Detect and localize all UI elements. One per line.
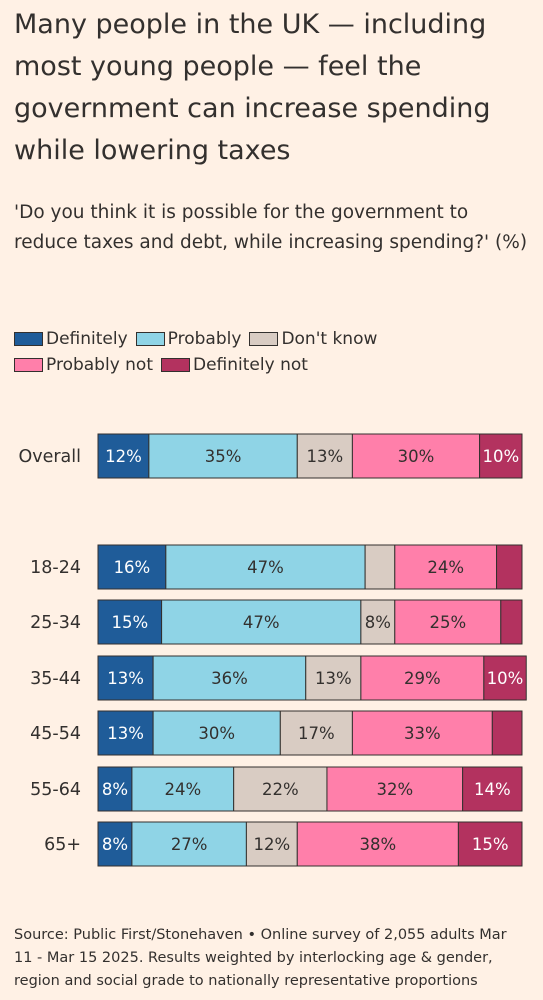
chart-subtitle: 'Do you think it is possible for the gov… (14, 202, 528, 253)
bar-segment (233, 766, 328, 812)
data-label: 30% (398, 447, 435, 466)
bar-segment (462, 766, 523, 812)
bar-segment (500, 599, 523, 645)
legend-item: Probably not (14, 352, 153, 378)
data-label: 36% (211, 669, 248, 688)
data-label: 29% (404, 669, 441, 688)
data-label: 8% (365, 613, 391, 632)
legend-label: Definitely (46, 329, 128, 349)
data-label: 16% (114, 558, 151, 577)
legend-swatch (14, 332, 43, 346)
data-label: 13% (107, 669, 144, 688)
bar-segment (148, 433, 298, 479)
bar-segment (97, 710, 154, 756)
legend-swatch (135, 332, 165, 346)
chart-legend: Definitely Probably Don't know Probably not… (14, 326, 474, 378)
data-label: 47% (247, 558, 284, 577)
data-label: 35% (205, 447, 242, 466)
legend-swatch (249, 332, 279, 346)
category-label: 55-64 (30, 780, 81, 800)
bar-segment (351, 433, 481, 479)
category-label: 45-54 (30, 724, 81, 744)
data-label: 12% (105, 447, 142, 466)
data-label: 15% (111, 613, 148, 632)
legend-item: Definitely (14, 326, 128, 352)
chart-title: Many people in the UK — including most y… (14, 9, 491, 166)
legend-label: Probably not (46, 355, 153, 375)
data-label: 13% (107, 724, 144, 743)
data-label: 25% (429, 613, 466, 632)
data-label: 10% (487, 669, 524, 688)
data-label: 8% (102, 835, 128, 854)
category-label: 25-34 (30, 613, 81, 633)
category-label: 35-44 (30, 669, 81, 689)
data-label: 22% (262, 780, 299, 799)
data-label: 30% (198, 724, 235, 743)
bar-segment (360, 599, 396, 645)
data-label: 10% (482, 447, 519, 466)
data-label: 24% (164, 780, 201, 799)
bar-segment (161, 599, 362, 645)
data-label: 12% (253, 835, 290, 854)
bar-segment (97, 821, 133, 867)
legend-item: Don't know (249, 326, 377, 352)
bar-segment (152, 710, 281, 756)
data-label: 24% (427, 558, 464, 577)
data-label: 38% (359, 835, 396, 854)
bar-segment (131, 766, 235, 812)
data-label: 13% (306, 447, 343, 466)
data-label: 13% (315, 669, 352, 688)
legend-item: Definitely not (161, 352, 308, 378)
chart-source: Source: Public First/Stonehaven • Online… (14, 927, 507, 989)
bar-segment (296, 821, 459, 867)
legend-item: Probably (135, 326, 242, 352)
data-label: 33% (404, 724, 441, 743)
bar-segment (97, 433, 150, 479)
data-label: 27% (171, 835, 208, 854)
category-label: 18-24 (30, 558, 81, 578)
category-label: 65+ (44, 835, 81, 855)
bar-segment (131, 821, 247, 867)
bar-segment (479, 433, 523, 479)
legend-swatch (161, 358, 190, 372)
bar-segment (152, 655, 307, 701)
data-label: 15% (472, 835, 509, 854)
bar-segment (97, 766, 133, 812)
bar-segment (97, 544, 167, 590)
bar-segment (360, 655, 485, 701)
bar-segment (491, 710, 523, 756)
bar-segment (296, 433, 353, 479)
data-label: 32% (376, 780, 413, 799)
legend-swatch (14, 358, 43, 372)
legend-label: Definitely not (193, 355, 308, 375)
category-label: Overall (18, 447, 81, 467)
bar-segment (394, 599, 502, 645)
stacked-bar-chart: Overall 12% 35% 13% 30% 10% 18-24 16% 47% 24% 25-3… (18, 433, 527, 867)
bar-segment (279, 710, 353, 756)
data-label: 47% (243, 613, 280, 632)
bar-segment (245, 821, 298, 867)
data-label: 8% (102, 780, 128, 799)
legend-label: Don't know (281, 329, 378, 349)
data-label: 14% (474, 780, 511, 799)
bar-segment (364, 544, 396, 590)
bar-segment (496, 544, 523, 590)
bar-segment (351, 710, 493, 756)
bar-segment (457, 821, 523, 867)
legend-label: Probably (167, 329, 242, 349)
data-label: 17% (298, 724, 335, 743)
bar-segment (97, 655, 154, 701)
bar-segment (483, 655, 527, 701)
